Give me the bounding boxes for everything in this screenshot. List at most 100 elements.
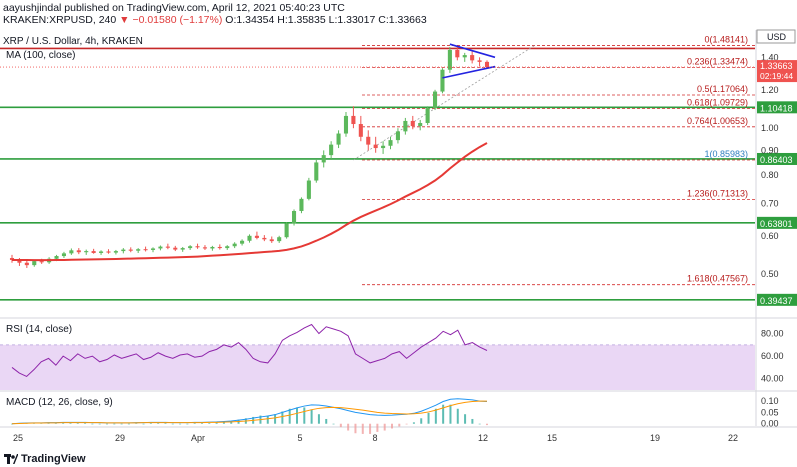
macd-histogram-bar bbox=[471, 418, 474, 424]
fib-level-label: 1(0.85983) bbox=[704, 149, 748, 159]
candle bbox=[314, 159, 319, 183]
candle-body bbox=[395, 131, 400, 141]
rsi-band bbox=[0, 344, 755, 390]
macd-histogram-bar bbox=[412, 422, 415, 424]
level-price-tag bbox=[757, 216, 797, 229]
candle-body bbox=[277, 237, 282, 242]
candle bbox=[277, 235, 282, 243]
macd-histogram-bar bbox=[339, 423, 342, 428]
macd-histogram-bar bbox=[274, 414, 277, 424]
macd-label: MACD (12, 26, close, 9) bbox=[6, 397, 113, 408]
candle bbox=[299, 197, 304, 214]
macd-histogram-bar bbox=[266, 415, 269, 424]
candle bbox=[121, 248, 126, 254]
tradingview-logo: TradingView bbox=[4, 453, 86, 465]
level-price-label: 1.10418 bbox=[760, 103, 793, 113]
time-axis-tick: 5 bbox=[297, 433, 302, 443]
macd-histogram-bar bbox=[427, 412, 430, 424]
macd-histogram-bar bbox=[62, 423, 65, 424]
fib-level-label: 0.764(1.00653) bbox=[687, 116, 748, 126]
price-axis-tick: 0.50 bbox=[761, 269, 779, 279]
macd-histogram-bar bbox=[201, 423, 203, 424]
candle-body bbox=[121, 249, 126, 252]
macd-histogram-bar bbox=[281, 411, 284, 424]
macd-histogram-bar bbox=[361, 423, 364, 434]
last-price-tag bbox=[757, 60, 797, 83]
macd-histogram-bar bbox=[69, 423, 72, 424]
macd-histogram-bar bbox=[296, 407, 298, 424]
macd-histogram-bar bbox=[332, 423, 335, 425]
candle-body bbox=[447, 49, 452, 70]
macd-axis-tick: 0.05 bbox=[761, 407, 779, 417]
candle-body bbox=[39, 261, 44, 263]
signal-line bbox=[11, 400, 487, 425]
candle-body bbox=[247, 235, 252, 241]
candle-body bbox=[240, 240, 245, 244]
candle bbox=[225, 245, 230, 250]
macd-histogram-bar bbox=[76, 423, 79, 424]
candle bbox=[24, 260, 29, 268]
symbol-line: KRAKEN:XRPUSD, 240 ▼ −0.01580 (−1.17%) O… bbox=[3, 14, 427, 26]
candle-body bbox=[217, 246, 222, 249]
candle-body bbox=[180, 248, 185, 250]
candle bbox=[470, 51, 475, 64]
series-label: XRP / U.S. Dollar, 4h, KRAKEN bbox=[3, 36, 143, 47]
macd-histogram-bar bbox=[478, 423, 481, 425]
macd-histogram-bar bbox=[383, 423, 386, 431]
candle bbox=[351, 106, 356, 129]
candle-body bbox=[188, 246, 193, 249]
candle bbox=[410, 115, 415, 130]
candle-body bbox=[410, 120, 415, 127]
candle bbox=[366, 130, 371, 151]
publisher-line: aayushjindal published on TradingView.co… bbox=[3, 2, 345, 14]
candle-body bbox=[440, 69, 445, 92]
price-axis-tick: 0.80 bbox=[761, 170, 779, 180]
time-axis-tick: 15 bbox=[547, 433, 557, 443]
fib-level-label: 0.236(1.33474) bbox=[687, 56, 748, 66]
macd-histogram-bar bbox=[369, 423, 372, 434]
candle-body bbox=[232, 243, 237, 247]
macd-histogram-bar bbox=[208, 423, 211, 424]
candle bbox=[217, 244, 222, 250]
macd-histogram-bar bbox=[113, 423, 116, 425]
fib-level-label: 1.236(0.71313) bbox=[687, 188, 748, 198]
candle-body bbox=[336, 133, 341, 145]
candle-body bbox=[343, 115, 349, 134]
candle bbox=[306, 177, 311, 201]
candle-body bbox=[195, 246, 200, 248]
candle bbox=[128, 247, 133, 253]
rsi-line bbox=[11, 323, 488, 378]
time-axis-tick: Apr bbox=[191, 433, 205, 443]
candle bbox=[403, 117, 408, 135]
macd-histogram-bar bbox=[303, 407, 306, 424]
time-axis-tick: 22 bbox=[728, 433, 738, 443]
candle bbox=[254, 231, 259, 240]
candle bbox=[150, 247, 156, 253]
candle-body bbox=[477, 60, 482, 62]
candle bbox=[9, 254, 15, 263]
candle bbox=[388, 136, 393, 150]
candle-body bbox=[202, 247, 208, 249]
candle bbox=[269, 236, 274, 243]
macd-histogram-bar bbox=[98, 423, 101, 425]
candle-body bbox=[462, 55, 467, 58]
macd-histogram-bar bbox=[391, 423, 393, 429]
candle-body bbox=[373, 144, 378, 149]
candle bbox=[321, 150, 326, 168]
macd-histogram-bar bbox=[47, 423, 50, 424]
candle-body bbox=[358, 124, 363, 137]
candle bbox=[418, 119, 423, 131]
macd-histogram-bar bbox=[54, 423, 57, 424]
price-axis-tick: 0.90 bbox=[761, 145, 779, 155]
candle bbox=[173, 245, 178, 252]
candle-body bbox=[269, 239, 274, 242]
candle-body bbox=[76, 250, 81, 253]
ma-label: MA (100, close) bbox=[6, 50, 76, 61]
candle bbox=[143, 246, 148, 252]
bar-countdown: 02:19:44 bbox=[760, 71, 793, 81]
candle-body bbox=[32, 261, 37, 266]
macd-histogram-bar bbox=[157, 423, 160, 424]
macd-histogram-bar bbox=[376, 423, 379, 432]
macd-histogram-bar bbox=[164, 423, 167, 424]
